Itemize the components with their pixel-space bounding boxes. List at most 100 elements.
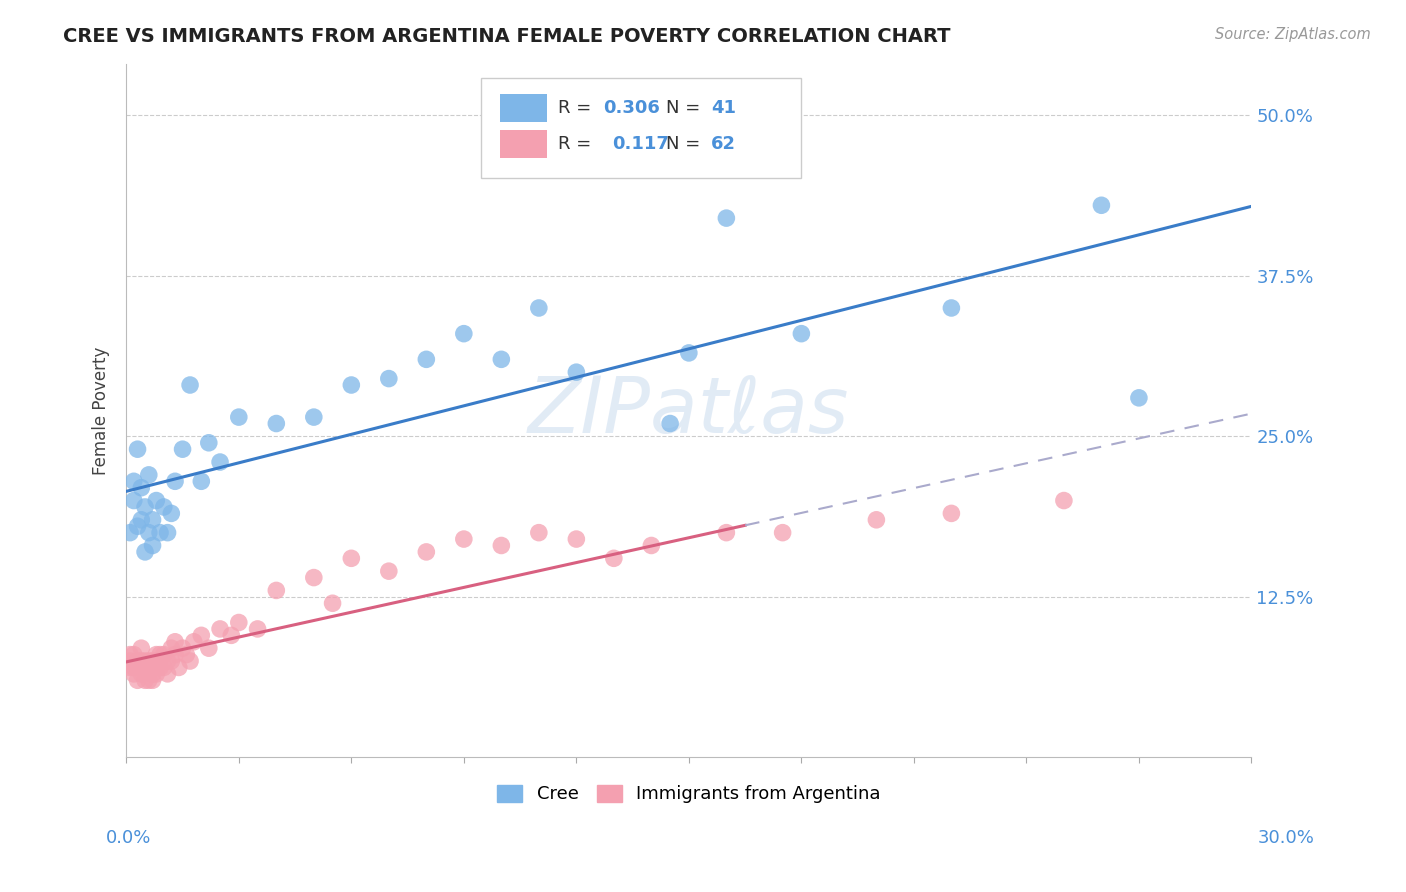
Point: [138, 654, 160, 668]
FancyBboxPatch shape: [481, 78, 801, 178]
Text: R =: R =: [558, 135, 603, 153]
Point: [145, 654, 167, 668]
Point: [716, 525, 738, 540]
Text: Source: ZipAtlas.com: Source: ZipAtlas.com: [1215, 27, 1371, 42]
Point: [134, 545, 156, 559]
Point: [266, 417, 288, 431]
Point: [415, 545, 437, 559]
Point: [122, 666, 145, 681]
Point: [640, 539, 662, 553]
Point: [190, 475, 212, 489]
Point: [678, 346, 700, 360]
Text: 0.0%: 0.0%: [105, 829, 150, 847]
Point: [179, 378, 201, 392]
Point: [156, 654, 179, 668]
Point: [221, 628, 243, 642]
Point: [142, 673, 165, 688]
Point: [149, 660, 172, 674]
Point: [153, 648, 176, 662]
Point: [153, 500, 176, 514]
Point: [209, 622, 232, 636]
Point: [131, 513, 153, 527]
Point: [118, 525, 141, 540]
Point: [1053, 493, 1076, 508]
Point: [142, 666, 165, 681]
Point: [172, 641, 194, 656]
Text: R =: R =: [558, 99, 598, 117]
Text: N =: N =: [666, 135, 706, 153]
Point: [527, 525, 550, 540]
Point: [160, 507, 183, 521]
Point: [134, 654, 156, 668]
Point: [565, 532, 588, 546]
FancyBboxPatch shape: [501, 94, 547, 121]
Point: [246, 622, 269, 636]
Point: [160, 641, 183, 656]
Text: CREE VS IMMIGRANTS FROM ARGENTINA FEMALE POVERTY CORRELATION CHART: CREE VS IMMIGRANTS FROM ARGENTINA FEMALE…: [63, 27, 950, 45]
Point: [172, 442, 194, 457]
Point: [659, 417, 682, 431]
Point: [772, 525, 794, 540]
Point: [131, 641, 153, 656]
Point: [153, 660, 176, 674]
Point: [167, 660, 190, 674]
Point: [138, 660, 160, 674]
FancyBboxPatch shape: [501, 130, 547, 158]
Point: [122, 660, 145, 674]
Point: [131, 666, 153, 681]
Point: [127, 519, 149, 533]
Point: [266, 583, 288, 598]
Point: [165, 475, 187, 489]
Point: [145, 493, 167, 508]
Point: [142, 513, 165, 527]
Point: [134, 660, 156, 674]
Point: [134, 673, 156, 688]
Point: [118, 654, 141, 668]
Point: [790, 326, 813, 341]
Point: [603, 551, 626, 566]
Point: [127, 673, 149, 688]
Point: [160, 654, 183, 668]
Point: [138, 673, 160, 688]
Point: [145, 648, 167, 662]
Point: [179, 654, 201, 668]
Text: N =: N =: [666, 99, 706, 117]
Point: [565, 365, 588, 379]
Point: [198, 435, 221, 450]
Text: ZIPatℓas: ZIPatℓas: [529, 373, 849, 449]
Point: [176, 648, 198, 662]
Point: [378, 564, 401, 578]
Point: [165, 634, 187, 648]
Point: [340, 551, 363, 566]
Text: 41: 41: [711, 99, 737, 117]
Point: [165, 648, 187, 662]
Point: [138, 467, 160, 482]
Point: [131, 481, 153, 495]
Point: [941, 507, 963, 521]
Y-axis label: Female Poverty: Female Poverty: [93, 346, 110, 475]
Point: [491, 539, 513, 553]
Point: [138, 525, 160, 540]
Point: [228, 410, 250, 425]
Point: [127, 442, 149, 457]
Point: [322, 596, 344, 610]
Point: [122, 475, 145, 489]
Point: [127, 660, 149, 674]
Point: [122, 648, 145, 662]
Point: [453, 326, 475, 341]
Point: [183, 634, 205, 648]
Point: [131, 654, 153, 668]
Point: [118, 648, 141, 662]
Point: [209, 455, 232, 469]
Point: [865, 513, 887, 527]
Text: 0.306: 0.306: [603, 99, 661, 117]
Point: [118, 660, 141, 674]
Point: [145, 666, 167, 681]
Point: [415, 352, 437, 367]
Point: [1128, 391, 1150, 405]
Point: [156, 525, 179, 540]
Point: [1090, 198, 1112, 212]
Text: 0.117: 0.117: [613, 135, 669, 153]
Point: [149, 525, 172, 540]
Point: [302, 410, 325, 425]
